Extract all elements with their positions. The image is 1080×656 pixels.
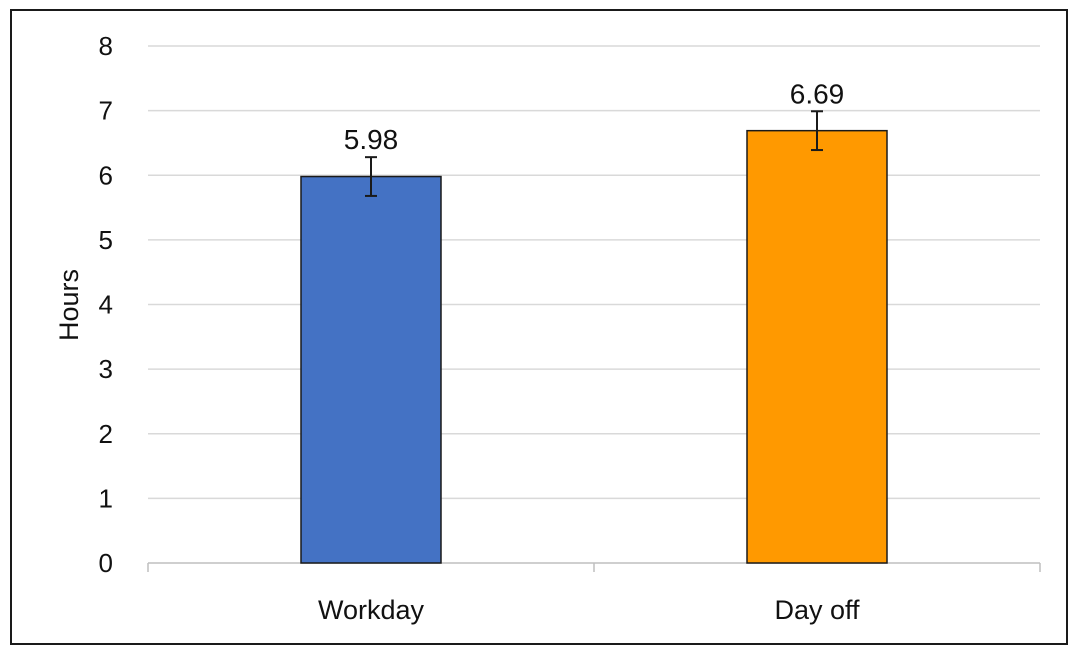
x-axis [147,562,1041,572]
gridlines [148,45,1040,500]
bar-day-off [746,129,888,564]
error-bars [365,110,823,197]
y-tick-label: 7 [99,96,113,126]
y-tick-label: 8 [99,31,113,61]
y-axis-title: Hours [54,269,84,341]
y-axis-ticks: 0 1 2 3 4 5 6 7 8 [99,31,113,578]
x-tick-label: Day off [774,595,860,625]
bars [300,129,888,564]
y-tick-label: 3 [99,354,113,384]
y-tick-label: 2 [99,419,113,449]
y-tick-label: 1 [99,483,113,513]
y-tick-label: 0 [99,548,113,578]
data-label: 5.98 [344,124,399,155]
x-axis-ticks: Workday Day off [318,595,860,625]
x-tick-label: Workday [318,595,425,625]
bar-workday [300,175,442,564]
data-label: 6.69 [790,78,845,109]
y-tick-label: 5 [99,225,113,255]
chart-frame [10,9,1068,645]
y-tick-label: 6 [99,160,113,190]
data-labels: 5.98 6.69 [344,78,845,155]
y-tick-label: 4 [99,290,113,320]
